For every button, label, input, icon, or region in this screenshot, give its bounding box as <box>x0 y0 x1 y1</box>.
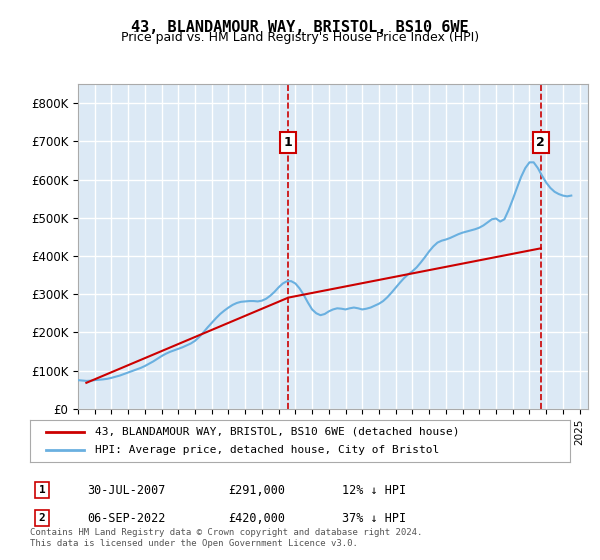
Text: Contains HM Land Registry data © Crown copyright and database right 2024.
This d: Contains HM Land Registry data © Crown c… <box>30 528 422 548</box>
Text: 43, BLANDAMOUR WAY, BRISTOL, BS10 6WE: 43, BLANDAMOUR WAY, BRISTOL, BS10 6WE <box>131 20 469 35</box>
Text: 2: 2 <box>38 513 46 523</box>
Text: 43, BLANDAMOUR WAY, BRISTOL, BS10 6WE (detached house): 43, BLANDAMOUR WAY, BRISTOL, BS10 6WE (d… <box>95 427 460 437</box>
Text: 12% ↓ HPI: 12% ↓ HPI <box>342 483 406 497</box>
Text: £291,000: £291,000 <box>228 483 285 497</box>
Text: 1: 1 <box>284 136 293 149</box>
Text: 1: 1 <box>38 485 46 495</box>
Text: 06-SEP-2022: 06-SEP-2022 <box>87 511 166 525</box>
Text: Price paid vs. HM Land Registry's House Price Index (HPI): Price paid vs. HM Land Registry's House … <box>121 31 479 44</box>
Text: 2: 2 <box>536 136 545 149</box>
Text: HPI: Average price, detached house, City of Bristol: HPI: Average price, detached house, City… <box>95 445 439 455</box>
Text: 30-JUL-2007: 30-JUL-2007 <box>87 483 166 497</box>
Text: £420,000: £420,000 <box>228 511 285 525</box>
Text: 37% ↓ HPI: 37% ↓ HPI <box>342 511 406 525</box>
